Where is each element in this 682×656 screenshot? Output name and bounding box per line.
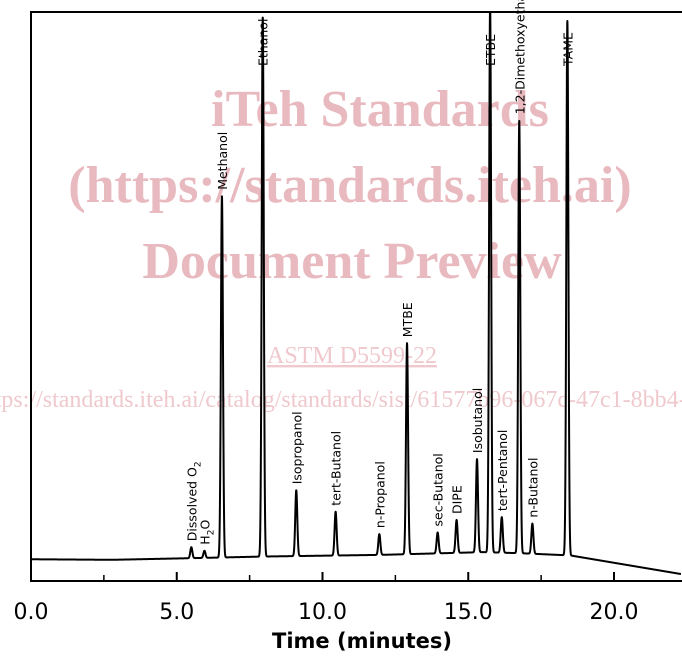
peak-label-tert-pentanol: tert-Pentanol	[495, 430, 510, 511]
x-tick-label: 0.0	[14, 600, 49, 625]
watermark-line-1: iTeh Standards	[211, 81, 549, 138]
watermark-line-4: ASTM D5599-22	[267, 343, 437, 369]
peak-label-tame: TAME	[560, 32, 575, 67]
peak-label-isopropanol: Isopropanol	[289, 411, 304, 484]
peak-label-1-2-dimethoxyethane: 1,2-Dimethoxyethane	[512, 0, 527, 114]
peak-label-tert-butanol: tert-Butanol	[329, 431, 344, 506]
x-tick-label: 15.0	[444, 600, 493, 625]
watermark-line-2: (https://standards.iteh.ai)	[68, 157, 631, 214]
x-axis-ticks	[30, 572, 615, 581]
chromatogram-trace	[30, 12, 682, 576]
peak-label-isobutanol: Isobutanol	[470, 388, 485, 453]
peak-label-dipe: DIPE	[450, 485, 465, 514]
watermark-line-3: Document Preview	[142, 233, 562, 290]
x-axis-tick-labels: 0.0 5.0 10.0 15.0 20.0	[14, 600, 639, 625]
peak-label-mtbe: MTBE	[400, 302, 415, 337]
peak-label-n-butanol: n-Butanol	[525, 458, 540, 518]
watermark-line-5: https://standards.iteh.ai/catalog/standa…	[0, 387, 682, 413]
peak-label-n-propanol: n-Propanol	[372, 461, 387, 528]
x-tick-label: 20.0	[590, 600, 639, 625]
peak-label-h: H2O	[197, 520, 216, 545]
x-tick-label: 10.0	[298, 600, 347, 625]
watermark: iTeh Standards (https://standards.iteh.a…	[0, 81, 682, 413]
peak-label-methanol: Methanol	[215, 132, 230, 190]
plot-frame	[30, 11, 682, 582]
peak-label-sec-butanol: sec-Butanol	[431, 453, 446, 526]
x-tick-label: 5.0	[159, 600, 194, 625]
peak-label-etbe: ETBE	[483, 34, 498, 66]
x-axis-title: Time (minutes)	[272, 629, 452, 653]
peak-label-ethanol: Ethanol	[256, 19, 271, 66]
peak-label-dissolved-o: Dissolved O2	[184, 461, 203, 541]
